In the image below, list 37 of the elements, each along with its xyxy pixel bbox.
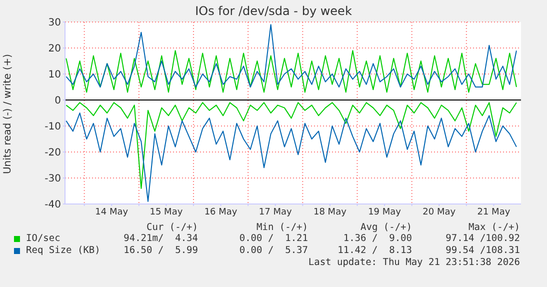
text: Cur (-/+)	[146, 222, 198, 233]
text: 11.42 / 8.13	[338, 245, 412, 256]
chart-title: IOs for /dev/sda - by week	[194, 4, 353, 18]
y-tick-label: 20	[48, 44, 61, 55]
legend-label: IO/sec	[26, 233, 60, 244]
line-series	[66, 50, 517, 93]
y-tick-label: 0	[54, 96, 61, 107]
text: 0.00 / 1.21	[239, 233, 308, 244]
legend-label: Req Size (KB)	[26, 245, 100, 256]
x-tick-label: 19 May	[368, 207, 402, 218]
x-tick-label: 17 May	[258, 207, 293, 218]
text: 1.36 / 9.00	[343, 233, 412, 244]
text: 0.00 / 5.37	[239, 245, 308, 256]
line-series	[66, 112, 517, 202]
line-series	[66, 102, 517, 189]
x-tick-label: 20 May	[422, 207, 456, 218]
text: Last update: Thu May 21 23:51:38 2026	[308, 257, 520, 268]
line-series	[66, 24, 517, 88]
text: 16.50 / 5.99	[124, 245, 198, 256]
y-tick-label: -30	[44, 174, 61, 185]
y-axis-title: Units read (-) / write (+)	[2, 54, 14, 174]
x-tick-label: 15 May	[150, 207, 184, 218]
text: Avg (-/+)	[360, 222, 412, 233]
y-tick-label: -10	[44, 122, 61, 133]
y-tick-label: -20	[44, 148, 61, 159]
text: 97.14 /100.92	[446, 233, 520, 244]
text: 94.21m/ 4.34	[124, 233, 198, 244]
text: Max (-/+)	[468, 222, 520, 233]
text: 99.54 /108.31	[446, 245, 520, 256]
text: Min (-/+)	[256, 222, 308, 233]
x-tick-label: 14 May	[95, 207, 129, 218]
x-tick-label: 16 May	[204, 207, 238, 218]
y-tick-label: 30	[48, 18, 61, 29]
y-tick-label: -40	[44, 200, 61, 211]
y-tick-label: 10	[48, 70, 61, 81]
x-tick-label: 21 May	[477, 207, 511, 218]
x-tick-label: 18 May	[313, 207, 348, 218]
